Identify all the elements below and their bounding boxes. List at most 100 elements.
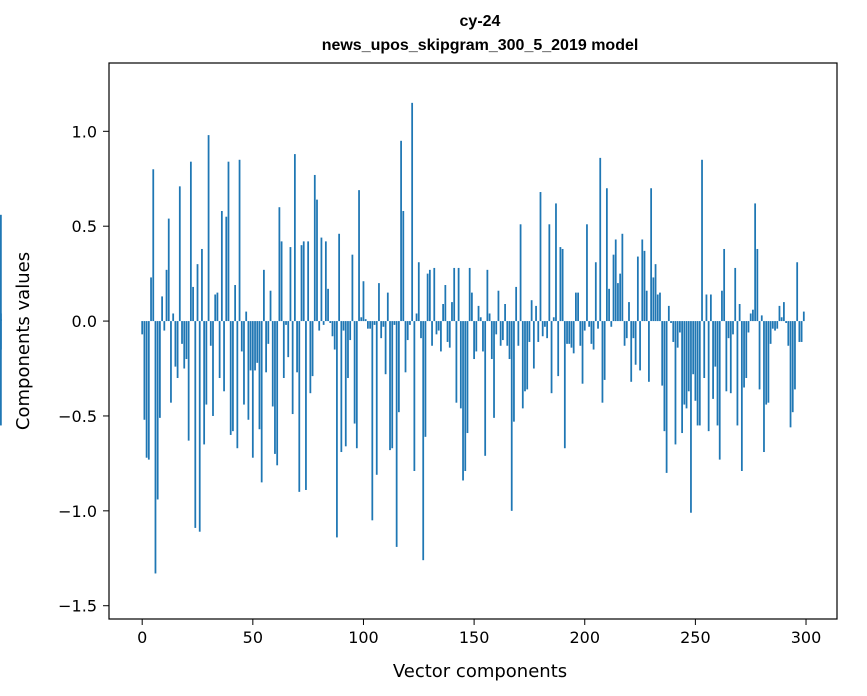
bar-287 xyxy=(776,321,779,329)
bar-41 xyxy=(232,321,234,432)
bar-220 xyxy=(628,302,630,322)
bar-40 xyxy=(229,321,232,435)
bar-70 xyxy=(296,321,298,373)
bar-251 xyxy=(696,321,699,426)
bar-294 xyxy=(791,321,794,413)
bar-264 xyxy=(725,321,728,392)
bar-275 xyxy=(749,313,752,322)
bar-260 xyxy=(716,321,719,426)
bar-291 xyxy=(785,321,787,323)
bar-290 xyxy=(783,302,785,322)
bar-190 xyxy=(561,248,564,322)
bar-35 xyxy=(218,321,221,379)
bar-296 xyxy=(796,262,799,322)
bar-10 xyxy=(163,321,166,331)
bar-75 xyxy=(307,241,310,322)
bar-223 xyxy=(634,321,637,365)
bar-46 xyxy=(243,321,245,405)
bar-136 xyxy=(442,304,445,322)
y-tick-label: −0.5 xyxy=(58,407,97,426)
x-tick-label: 100 xyxy=(348,628,379,647)
x-tick-label: 250 xyxy=(680,628,711,647)
x-tick-label: 50 xyxy=(243,628,263,647)
bar-94 xyxy=(349,321,352,341)
bar-83 xyxy=(324,241,327,322)
x-tick-label: 0 xyxy=(137,628,147,647)
bar-231 xyxy=(652,277,655,322)
bar-245 xyxy=(683,321,686,405)
bar-107 xyxy=(378,283,380,322)
bar-138 xyxy=(446,321,449,342)
bar-224 xyxy=(636,256,639,322)
bar-105 xyxy=(373,321,376,325)
bar-145 xyxy=(462,321,464,481)
bar-147 xyxy=(466,321,469,434)
bar-226 xyxy=(641,239,644,322)
bar-196 xyxy=(575,292,577,322)
bar-127 xyxy=(422,321,425,561)
bar-24 xyxy=(194,321,197,528)
bar-131 xyxy=(431,321,433,346)
bar-212 xyxy=(610,321,613,327)
bar-255 xyxy=(705,294,708,322)
bar-20 xyxy=(185,321,188,360)
bar-152 xyxy=(477,305,480,322)
bar-38 xyxy=(225,216,228,322)
bar-122 xyxy=(411,102,414,322)
bar-63 xyxy=(280,241,283,322)
bar-137 xyxy=(444,285,447,322)
bar-288 xyxy=(778,305,781,322)
bar-148 xyxy=(468,267,471,322)
bar-181 xyxy=(541,321,544,337)
bar-14 xyxy=(172,313,175,322)
bar-199 xyxy=(581,321,584,384)
bar-221 xyxy=(630,321,633,382)
bar-110 xyxy=(384,321,387,375)
bar-95 xyxy=(351,254,354,322)
x-tick-label: 200 xyxy=(569,628,600,647)
bar-149 xyxy=(471,292,473,322)
bar-203 xyxy=(590,321,593,344)
bar-51 xyxy=(254,321,256,371)
bar-155 xyxy=(484,321,487,456)
bar-201 xyxy=(586,224,588,322)
bar-146 xyxy=(464,321,467,471)
bar-undefined xyxy=(0,313,2,322)
chart-subtitle: news_upos_skipgram_300_5_2019 model xyxy=(322,37,639,54)
bar-295 xyxy=(794,321,796,390)
bar-98 xyxy=(358,190,360,322)
bar-7 xyxy=(156,321,159,500)
bar-267 xyxy=(732,321,734,335)
bar-179 xyxy=(537,321,540,342)
bar-163 xyxy=(501,321,504,341)
bar-101 xyxy=(364,319,367,322)
bar-270 xyxy=(738,304,741,322)
bar-48 xyxy=(247,321,250,420)
bar-172 xyxy=(521,321,524,409)
bar-297 xyxy=(798,321,801,342)
bar-144 xyxy=(459,321,462,409)
bar-113 xyxy=(391,321,394,449)
bar-162 xyxy=(499,321,502,346)
bar-210 xyxy=(605,188,608,322)
bar-254 xyxy=(703,321,706,379)
bar-217 xyxy=(621,233,624,322)
bar-235 xyxy=(661,321,664,386)
bar-158 xyxy=(490,321,493,360)
bar-16 xyxy=(176,321,179,379)
bar-119 xyxy=(404,321,407,373)
bar-49 xyxy=(249,321,252,371)
bar-259 xyxy=(714,321,717,367)
y-tick-label: −1.0 xyxy=(58,502,97,521)
bar-109 xyxy=(382,321,385,327)
bar-195 xyxy=(572,321,575,354)
bar-248 xyxy=(690,321,692,513)
bar-173 xyxy=(524,321,526,392)
bar-278 xyxy=(756,248,759,322)
bar-233 xyxy=(656,294,659,322)
x-axis: 0 50 100 150 200 250 300 xyxy=(137,619,821,647)
bar-200 xyxy=(583,321,586,331)
bar-151 xyxy=(475,321,478,352)
bar-159 xyxy=(493,321,495,418)
bar-183 xyxy=(546,321,549,339)
